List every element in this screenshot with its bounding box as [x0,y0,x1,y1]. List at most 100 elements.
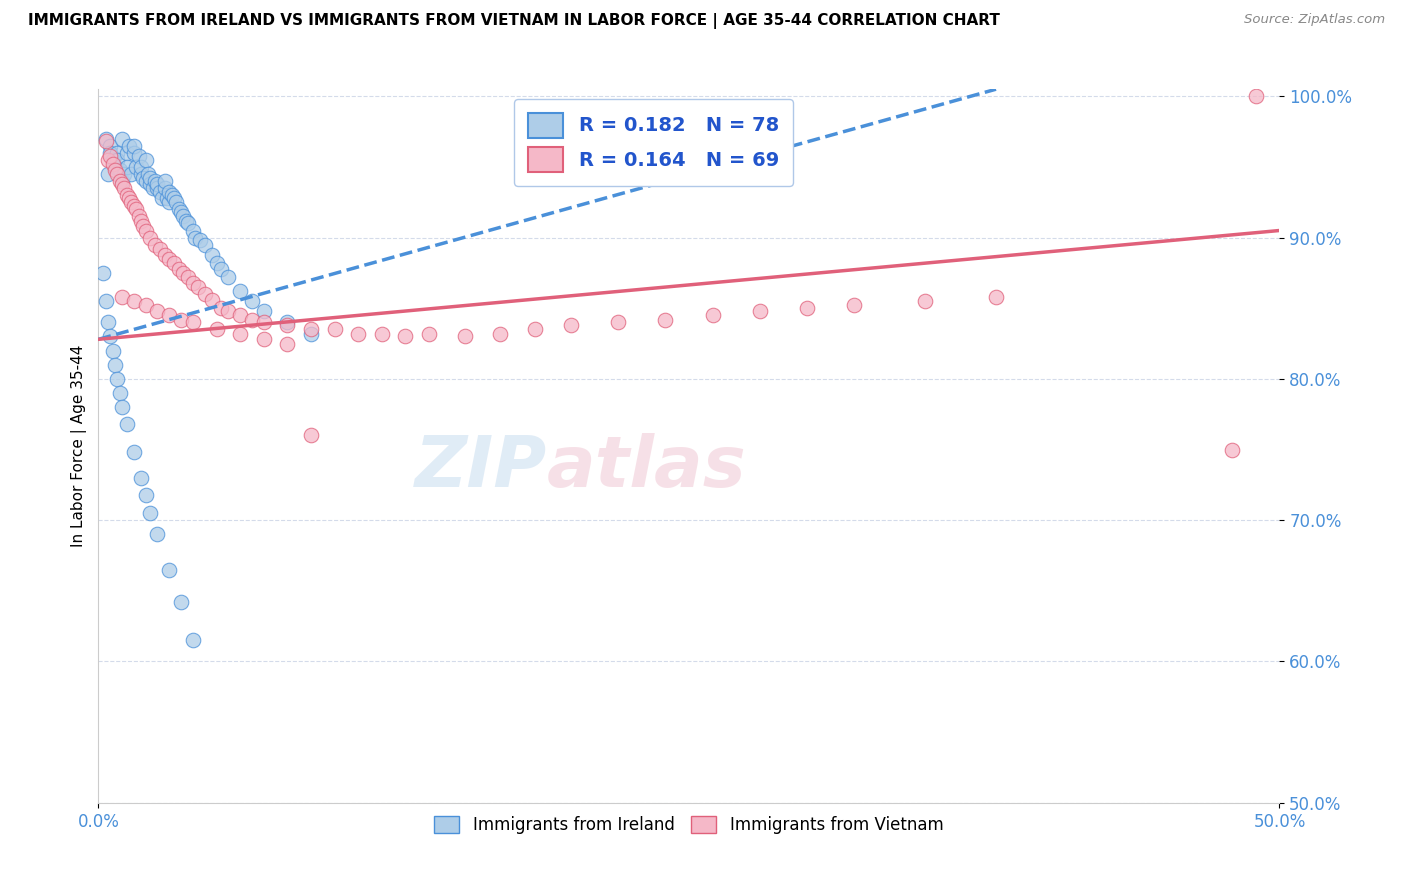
Point [209,261,232,276]
Point [111,400,134,414]
Point [229,308,252,322]
Point [129,471,152,485]
Point [172,210,194,224]
Point [170,595,193,609]
Point [104,358,127,372]
Point [142,181,165,195]
Point [1244,89,1267,103]
Point [101,153,124,167]
Text: atlas: atlas [547,433,747,502]
Text: Source: ZipAtlas.com: Source: ZipAtlas.com [1244,13,1385,27]
Point [121,195,143,210]
Point [453,329,475,343]
Point [299,322,322,336]
Point [607,315,630,329]
Text: IMMIGRANTS FROM IRELAND VS IMMIGRANTS FROM VIETNAM IN LABOR FORCE | AGE 35-44 CO: IMMIGRANTS FROM IRELAND VS IMMIGRANTS FR… [28,13,1000,29]
Point [101,343,124,358]
Point [111,131,134,145]
Point [276,318,298,333]
Point [129,160,152,174]
Point [122,138,145,153]
Point [174,213,197,227]
Point [489,326,512,341]
Point [796,301,818,316]
Point [157,186,180,200]
Point [394,329,416,343]
Point [170,205,193,219]
Point [253,332,276,346]
Point [177,216,200,230]
Point [181,633,204,648]
Point [276,315,298,329]
Point [122,145,145,160]
Point [194,287,217,301]
Point [146,181,169,195]
Point [184,230,207,244]
Point [984,290,1007,304]
Point [209,301,232,316]
Point [97,153,120,167]
Point [122,294,145,309]
Point [153,174,176,188]
Point [172,266,194,280]
Point [105,145,128,160]
Point [748,304,770,318]
Point [156,191,179,205]
Point [146,177,169,191]
Point [157,252,180,266]
Point [371,326,394,341]
Point [240,312,263,326]
Point [139,230,162,244]
Point [118,191,141,205]
Point [101,157,124,171]
Point [201,247,224,261]
Point [165,195,187,210]
Point [146,527,169,541]
Point [1220,442,1243,457]
Point [121,167,143,181]
Point [111,177,134,191]
Point [105,372,128,386]
Point [217,270,239,285]
Point [181,315,204,329]
Point [157,195,180,210]
Point [98,145,121,160]
Point [167,202,190,217]
Point [128,148,150,162]
Point [98,138,121,153]
Point [276,336,298,351]
Point [167,261,190,276]
Point [129,167,152,181]
Point [132,219,155,234]
Point [149,242,172,256]
Point [157,563,180,577]
Point [524,322,547,336]
Point [253,304,276,318]
Point [181,276,204,290]
Point [205,322,228,336]
Point [112,167,135,181]
Point [112,181,135,195]
Point [98,329,121,343]
Point [163,256,186,270]
Point [240,294,263,309]
Point [125,160,148,174]
Point [98,148,121,162]
Point [163,191,186,205]
Point [205,256,228,270]
Point [153,247,176,261]
Point [157,308,180,322]
Point [299,428,322,442]
Point [122,199,145,213]
Point [170,312,193,326]
Point [104,160,127,174]
Point [115,160,138,174]
Point [187,280,209,294]
Point [108,162,131,177]
Point [253,315,276,329]
Point [111,174,134,188]
Point [560,318,582,333]
Point [299,326,322,341]
Point [323,322,346,336]
Point [105,153,128,167]
